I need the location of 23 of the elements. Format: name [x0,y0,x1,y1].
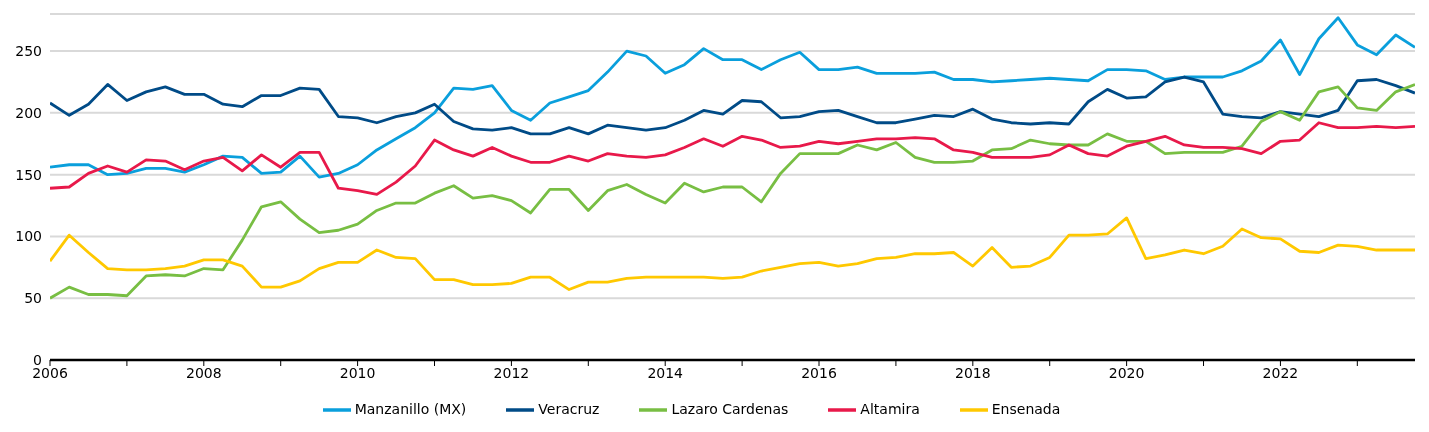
line-series [50,75,1415,136]
line-series [50,16,1415,179]
y-tick-label: 250 [15,43,42,60]
x-tick-label: 2016 [801,364,837,381]
legend-label: Veracruz [538,401,600,417]
y-tick-label: 100 [15,228,42,245]
line-series [50,121,1415,196]
x-tick-label: 2012 [493,364,530,381]
y-tick-label: 50 [24,290,42,307]
line-series [50,216,1415,291]
y-tick-label: 200 [15,104,42,121]
line-series [50,83,1415,300]
x-tick-label: 2008 [185,364,222,381]
legend-label: Ensenada [991,401,1061,417]
x-tick-label: 2018 [955,364,991,381]
legend-label: Lazaro Cardenas [671,401,789,417]
y-tick-label: 150 [15,166,42,183]
legend-label: Manzanillo (MX) [354,401,467,417]
x-tick-label: 2022 [1262,364,1299,381]
legend-label: Altamira [860,401,920,417]
x-tick-label: 2020 [1108,364,1145,381]
x-tick-label: 2010 [339,364,376,381]
x-tick-label: 2014 [647,364,684,381]
